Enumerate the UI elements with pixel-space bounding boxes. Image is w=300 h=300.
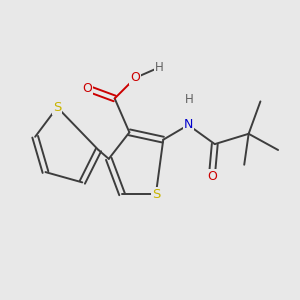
Text: S: S <box>53 101 61 114</box>
Text: S: S <box>152 188 160 201</box>
Text: O: O <box>207 170 217 183</box>
Text: H: H <box>185 93 194 106</box>
Text: O: O <box>130 71 140 84</box>
Text: N: N <box>184 118 193 131</box>
Text: O: O <box>82 82 92 95</box>
Text: H: H <box>154 61 163 74</box>
